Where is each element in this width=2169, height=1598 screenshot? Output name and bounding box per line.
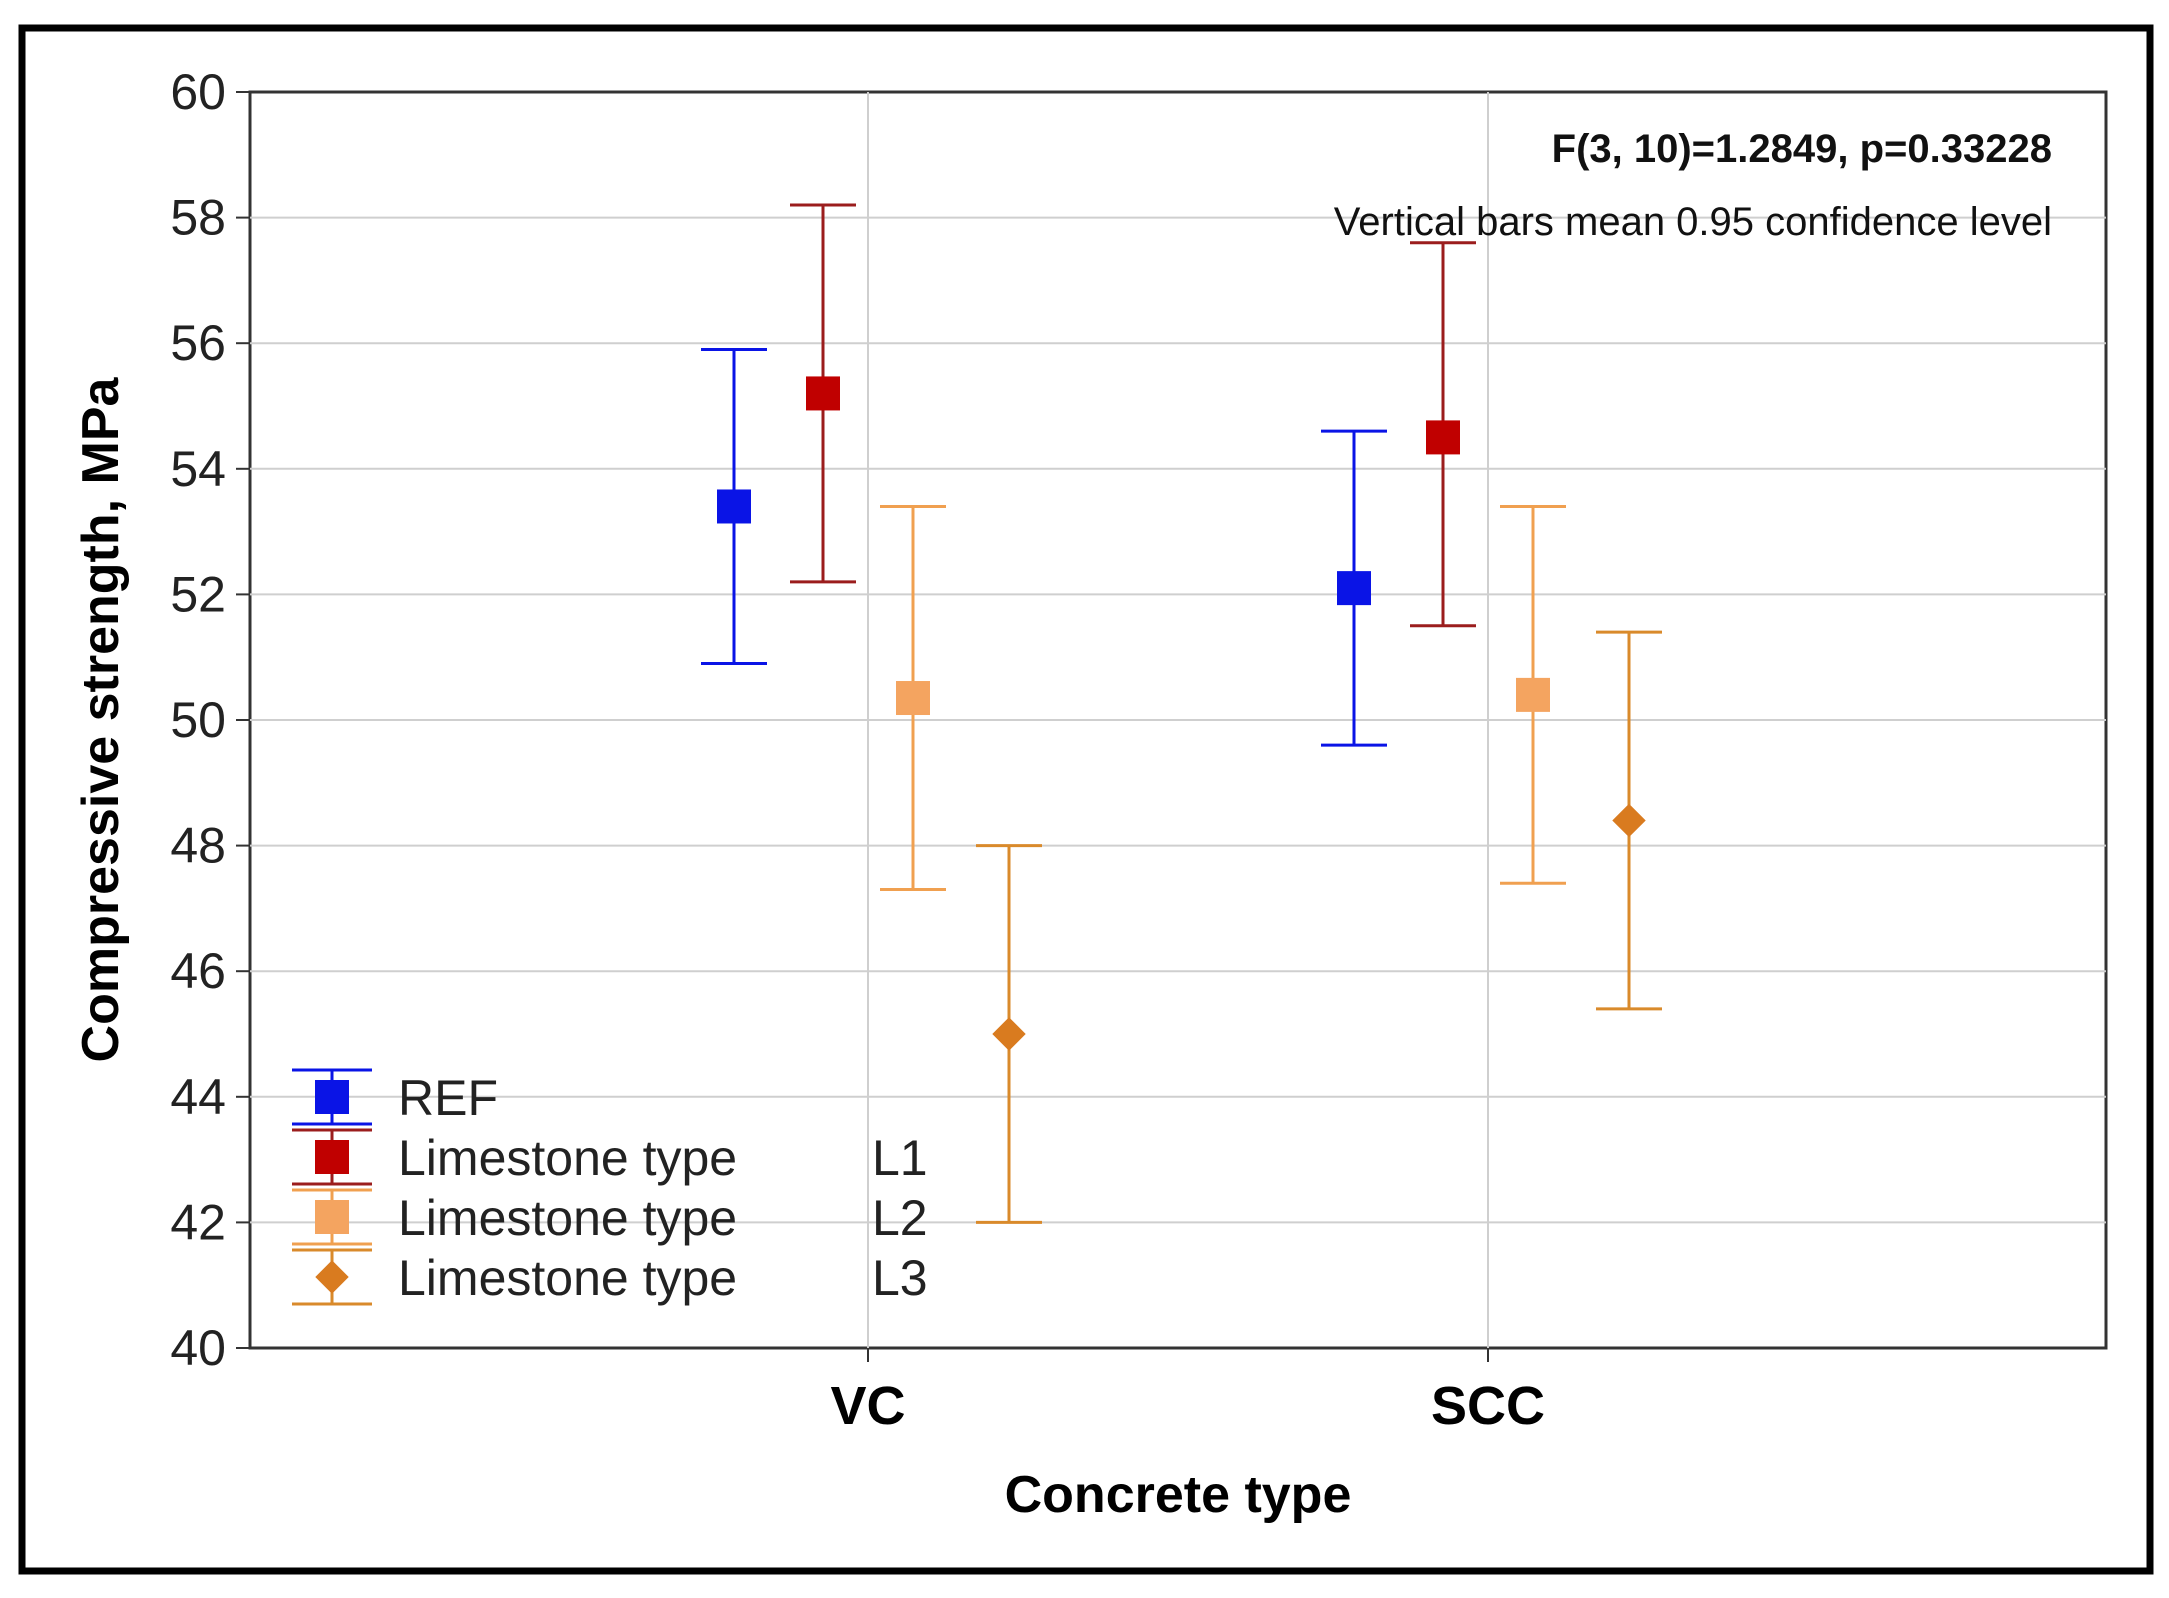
data-point	[1337, 571, 1371, 606]
stat-annotation: F(3, 10)=1.2849, p=0.33228	[1552, 127, 2052, 171]
legend-label: Limestone type	[398, 1250, 737, 1306]
y-tick-label: 60	[170, 64, 226, 120]
y-tick-label: 52	[170, 566, 226, 622]
legend-item: Limestone type L1	[292, 1128, 928, 1186]
data-point	[1516, 677, 1550, 712]
x-category-label: VC	[830, 1376, 905, 1436]
y-tick-label: 58	[170, 190, 226, 246]
data-point	[896, 681, 930, 716]
series-group	[701, 203, 1662, 1224]
data-point	[1426, 420, 1460, 455]
y-axis-title: Compressive strength, MPa	[72, 376, 130, 1062]
x-axis: VC SCC	[830, 1348, 1545, 1436]
x-category-label: SCC	[1431, 1376, 1545, 1436]
legend-item: REF	[292, 1068, 498, 1126]
legend-item: Limestone type L2	[292, 1188, 928, 1246]
legend-marker	[315, 1200, 349, 1234]
legend-label: REF	[398, 1070, 498, 1126]
grid	[250, 92, 2106, 1348]
confidence-note: Vertical bars mean 0.95 confidence level	[1334, 200, 2052, 244]
y-tick-label: 46	[170, 943, 226, 999]
y-axis: 40 42 44 46 48 50 52 54 56 58 60	[170, 64, 250, 1376]
y-tick-label: 48	[170, 818, 226, 874]
legend-marker	[315, 1080, 349, 1114]
y-tick-label: 56	[170, 315, 226, 371]
legend-suffix: L2	[872, 1190, 928, 1246]
series-1	[701, 347, 1387, 747]
series-3	[880, 504, 1566, 892]
y-tick-label: 44	[170, 1069, 226, 1125]
y-tick-label: 50	[170, 692, 226, 748]
legend-suffix: L3	[872, 1250, 928, 1306]
data-point	[806, 376, 840, 411]
legend-label: Limestone type	[398, 1190, 737, 1246]
y-tick-label: 40	[170, 1320, 226, 1376]
y-tick-label: 42	[170, 1194, 226, 1250]
x-axis-title: Concrete type	[1005, 1466, 1352, 1524]
legend-item: Limestone type L3	[292, 1248, 928, 1306]
legend-label: Limestone type	[398, 1130, 737, 1186]
legend-suffix: L1	[872, 1130, 928, 1186]
data-point	[992, 1017, 1026, 1051]
series-2	[790, 203, 1476, 628]
data-point	[1612, 803, 1646, 838]
y-tick-label: 54	[170, 441, 226, 497]
series-4	[976, 630, 1662, 1224]
legend-marker	[315, 1260, 349, 1294]
data-point	[717, 489, 751, 524]
legend-marker	[315, 1140, 349, 1174]
